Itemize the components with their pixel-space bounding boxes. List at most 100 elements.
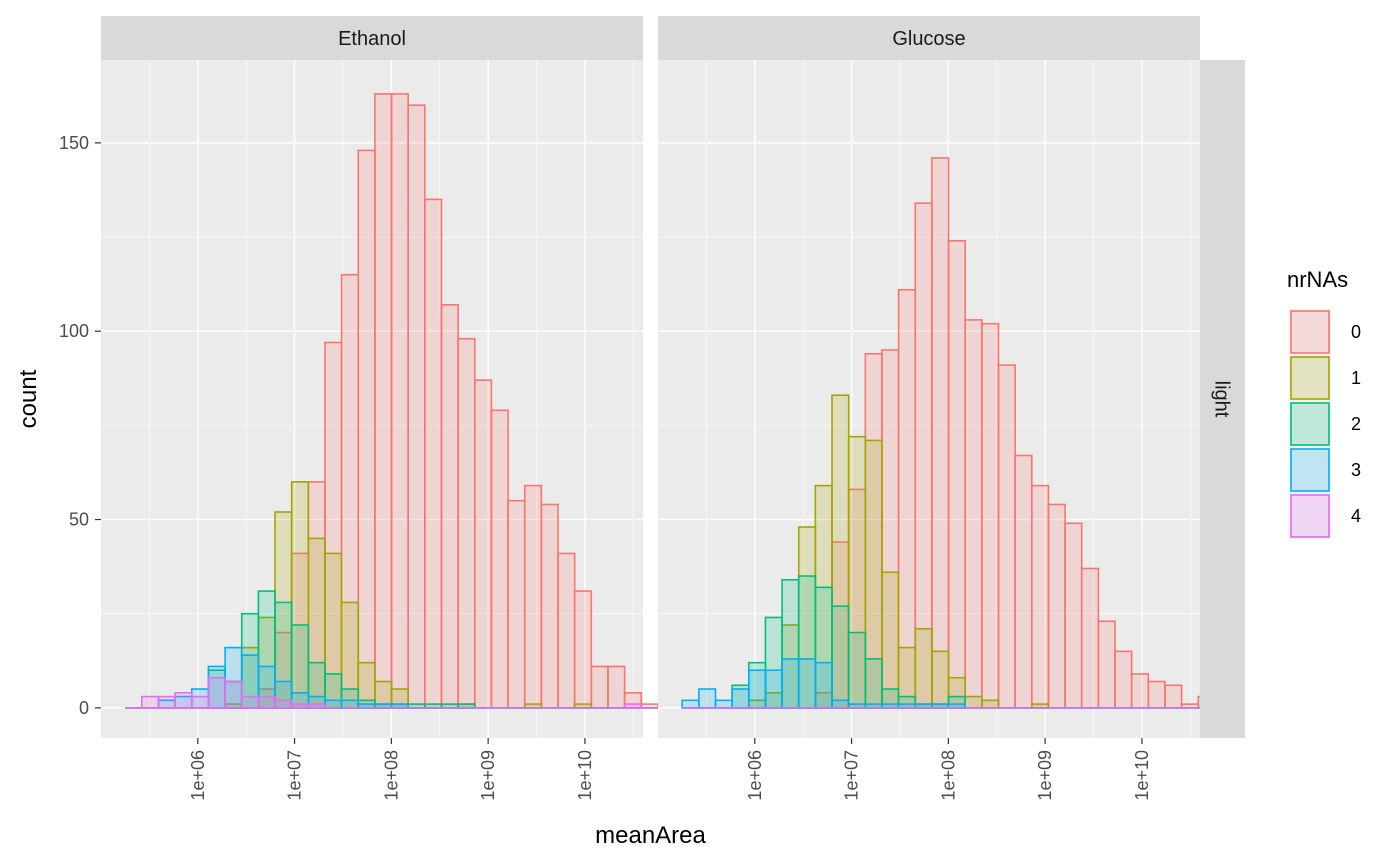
histogram-bar <box>374 93 393 709</box>
histogram-bar <box>1064 522 1083 709</box>
histogram-bar <box>731 688 750 709</box>
legend-key-background <box>1289 355 1331 401</box>
x-tick-label: 1e+07 <box>842 750 862 801</box>
legend-key-swatch <box>1290 356 1330 400</box>
row-facet-strip-label: light <box>1211 381 1233 418</box>
legend-key-swatch <box>1290 310 1330 354</box>
x-tick-label: 1e+06 <box>745 750 765 801</box>
histogram-bar <box>424 198 443 709</box>
y-axis-title: count <box>15 369 42 428</box>
histogram-bar <box>207 676 226 709</box>
histogram-bar <box>440 304 459 709</box>
histogram-bar <box>357 149 376 709</box>
histogram-bar <box>997 364 1016 709</box>
series-4 <box>125 676 675 709</box>
x-tick-label: 1e+08 <box>381 750 401 801</box>
histogram-bar <box>747 669 767 709</box>
histogram-bar <box>1047 503 1066 709</box>
histogram-bar <box>174 691 193 709</box>
histogram-bar <box>764 669 783 709</box>
facet-strip-label: Ethanol <box>338 28 406 50</box>
legend-key-background <box>1289 447 1331 493</box>
histogram-bar <box>307 703 326 709</box>
panel-ethanol: Ethanol 1e+06 1e+07 1e+08 1e+09 1e+10 <box>101 16 675 801</box>
histogram-bar <box>257 695 276 709</box>
y-tick-label: 150 <box>59 133 89 153</box>
legend-key-background <box>1289 401 1331 447</box>
x-tick-label: 1e+07 <box>285 750 305 801</box>
legend-title: nrNAs <box>1287 267 1348 292</box>
histogram-bar <box>1080 567 1100 709</box>
histogram-bar <box>847 631 867 709</box>
histogram-bar <box>714 699 733 709</box>
panel-glucose: Glucose 1e+06 1e+07 1e+08 1e+09 1e+10 <box>658 16 1233 801</box>
series-0 <box>125 93 675 709</box>
histogram-bar <box>1097 620 1116 709</box>
histogram-bar <box>914 627 933 709</box>
series-1 <box>682 394 1232 709</box>
histogram-bar <box>1014 454 1033 709</box>
legend-key-swatch <box>1290 494 1330 538</box>
y-tick-label: 50 <box>69 510 89 530</box>
legend-label: 4 <box>1351 506 1361 526</box>
histogram-bar <box>224 680 243 709</box>
series-0 <box>682 157 1233 709</box>
histogram-bar <box>290 703 310 709</box>
histogram-bar <box>274 699 293 709</box>
x-tick-label: 1e+06 <box>188 750 208 801</box>
histogram-bar <box>698 688 717 709</box>
legend-label: 2 <box>1351 414 1361 434</box>
histogram-bar <box>141 695 160 709</box>
histogram-bar <box>523 484 543 709</box>
x-tick-label: 1e+10 <box>1132 750 1152 801</box>
histogram-bar <box>607 665 626 709</box>
legend-key-background <box>1289 493 1331 539</box>
histogram-bar <box>507 499 526 709</box>
histogram-bar <box>1147 680 1166 709</box>
histogram-bar <box>947 240 966 709</box>
legend-label: 1 <box>1351 368 1361 388</box>
histogram-bar <box>931 650 950 709</box>
legend-label: 3 <box>1351 460 1361 480</box>
legend-key-swatch <box>1290 448 1330 492</box>
histogram-bar <box>831 605 850 709</box>
facet-strip <box>101 16 643 60</box>
histogram-bar <box>490 409 509 709</box>
histogram-bar <box>240 695 260 709</box>
legend-key-background <box>1289 309 1331 355</box>
histogram-bar <box>573 590 593 709</box>
histogram-bar <box>324 699 343 709</box>
histogram-bar <box>557 552 576 709</box>
legend-key-swatch <box>1290 402 1330 446</box>
histogram-bar <box>457 337 476 709</box>
histogram-bar <box>881 571 900 709</box>
histogram-bar <box>964 695 983 709</box>
facet-strip <box>658 16 1200 60</box>
panel-background <box>658 60 1200 738</box>
histogram-bar <box>190 695 210 709</box>
histogram-bar <box>931 157 950 709</box>
legend: nrNAs 0 1 2 3 4 <box>1287 267 1361 539</box>
histogram-bar <box>157 695 176 709</box>
row-facet-strip <box>1200 60 1245 738</box>
histogram-bar <box>981 699 1000 709</box>
histogram-bar <box>964 319 983 709</box>
histogram-bar <box>407 104 426 709</box>
histogram-bar <box>981 322 1000 709</box>
panel-background <box>101 60 643 738</box>
histogram-bar <box>1030 484 1050 709</box>
series-3 <box>681 658 1232 709</box>
histogram-bar <box>781 658 800 709</box>
histogram-bar <box>540 503 559 709</box>
y-tick-label: 0 <box>79 698 89 718</box>
histogram-bar <box>864 658 883 709</box>
x-tick-label: 1e+09 <box>1035 750 1055 801</box>
x-tick-label: 1e+08 <box>938 750 958 801</box>
histogram-bar <box>590 665 609 709</box>
x-tick-label: 1e+10 <box>575 750 595 801</box>
histogram-bar <box>623 703 643 709</box>
histogram-bar <box>473 379 493 709</box>
histogram-bar <box>390 93 409 709</box>
x-tick-label: 1e+09 <box>478 750 498 801</box>
